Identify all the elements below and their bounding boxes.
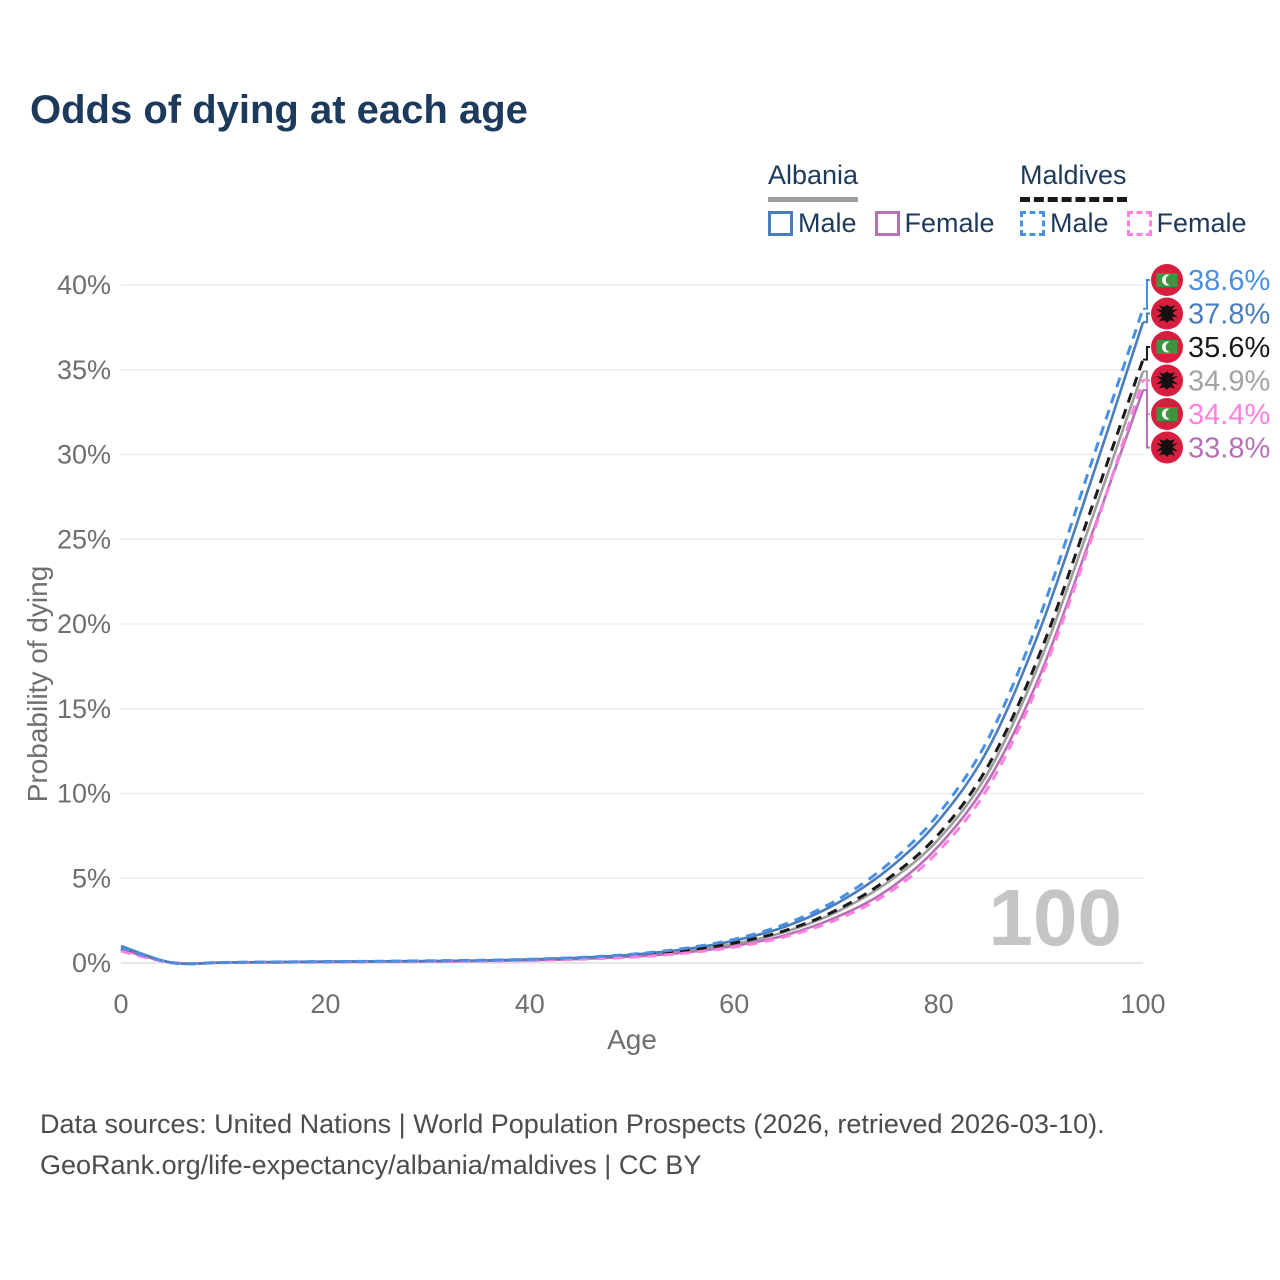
albania-flag-icon <box>1151 431 1183 464</box>
y-tick-label-35: 35% <box>57 355 111 385</box>
legend-item-albania-female[interactable]: Female <box>874 208 995 239</box>
source-url-text: GeoRank.org/life-expectancy/albania/mald… <box>40 1150 702 1180</box>
legend-country-albania[interactable]: Albania <box>768 160 859 202</box>
x-tick-label-0: 0 <box>113 989 128 1019</box>
x-tick-label-80: 80 <box>924 989 954 1019</box>
y-tick-label-10: 10% <box>57 779 111 809</box>
legend-item-label: Female <box>1156 208 1247 238</box>
legend-swatch-icon <box>1020 211 1045 236</box>
end-label-albania-male: 37.8% <box>1188 299 1270 331</box>
legend-item-maldives-male[interactable]: Male <box>1020 208 1109 239</box>
end-label-maldives-female: 34.4% <box>1188 399 1270 431</box>
legend-swatch-icon <box>874 211 900 236</box>
x-tick-label-60: 60 <box>719 989 749 1019</box>
leader-line-albania-male <box>1143 312 1150 324</box>
end-label-maldives-male: 38.6% <box>1188 265 1270 297</box>
y-axis-title: Probability of dying <box>22 566 53 803</box>
series-line-albania-male[interactable] <box>120 321 1145 966</box>
albania-flag-icon <box>1151 297 1183 330</box>
data-sources-text: Data sources: United Nations | World Pop… <box>40 1109 1105 1139</box>
legend-item-albania-male[interactable]: Male <box>768 208 857 239</box>
y-tick-label-15: 15% <box>57 694 111 724</box>
legend-country-maldives[interactable]: Maldives <box>1020 160 1127 202</box>
legend-item-label: Female <box>904 208 995 238</box>
page-title: Odds of dying at each age <box>30 88 528 132</box>
series-line-maldives-male[interactable] <box>120 308 1145 966</box>
y-tick-label-30: 30% <box>57 440 111 470</box>
legend-group-maldives: Maldives Male Female <box>1020 160 1247 239</box>
y-tick-label-40: 40% <box>57 270 111 300</box>
x-tick-label-100: 100 <box>1120 989 1165 1019</box>
y-tick-label-5: 5% <box>72 863 111 893</box>
end-label-albania-female: 33.8% <box>1188 433 1270 465</box>
end-label-maldives-both-sexes: 35.6% <box>1188 332 1270 364</box>
leader-line-albania-female <box>1143 389 1150 449</box>
series-line-maldives-female[interactable] <box>120 379 1145 966</box>
albania-flag-icon <box>1151 364 1183 397</box>
legend-item-maldives-female[interactable]: Female <box>1126 208 1247 239</box>
legend-swatch-icon <box>1126 211 1152 236</box>
age-counter-watermark: 100 <box>989 873 1122 962</box>
leader-line-maldives-male <box>1143 279 1150 310</box>
maldives-flag-icon <box>1151 331 1183 363</box>
end-label-albania-both-sexes: 34.9% <box>1188 366 1270 398</box>
footer: Data sources: United Nations | World Pop… <box>40 1104 1105 1186</box>
legend-item-label: Male <box>1050 208 1109 238</box>
legend-group-albania: Albania Male Female <box>768 160 995 239</box>
legend-item-label: Male <box>798 208 857 238</box>
legend-swatch-icon <box>768 211 793 236</box>
leader-line-maldives-both-sexes <box>1143 346 1150 361</box>
leader-line-albania-both-sexes <box>1143 370 1150 382</box>
y-tick-label-25: 25% <box>57 524 111 554</box>
x-axis-title: Age <box>607 1024 657 1055</box>
y-tick-label-20: 20% <box>57 609 111 639</box>
x-tick-label-20: 20 <box>310 989 340 1019</box>
maldives-flag-icon <box>1151 264 1183 296</box>
y-tick-label-0: 0% <box>72 948 111 978</box>
maldives-flag-icon <box>1151 398 1183 430</box>
x-tick-label-40: 40 <box>515 989 545 1019</box>
